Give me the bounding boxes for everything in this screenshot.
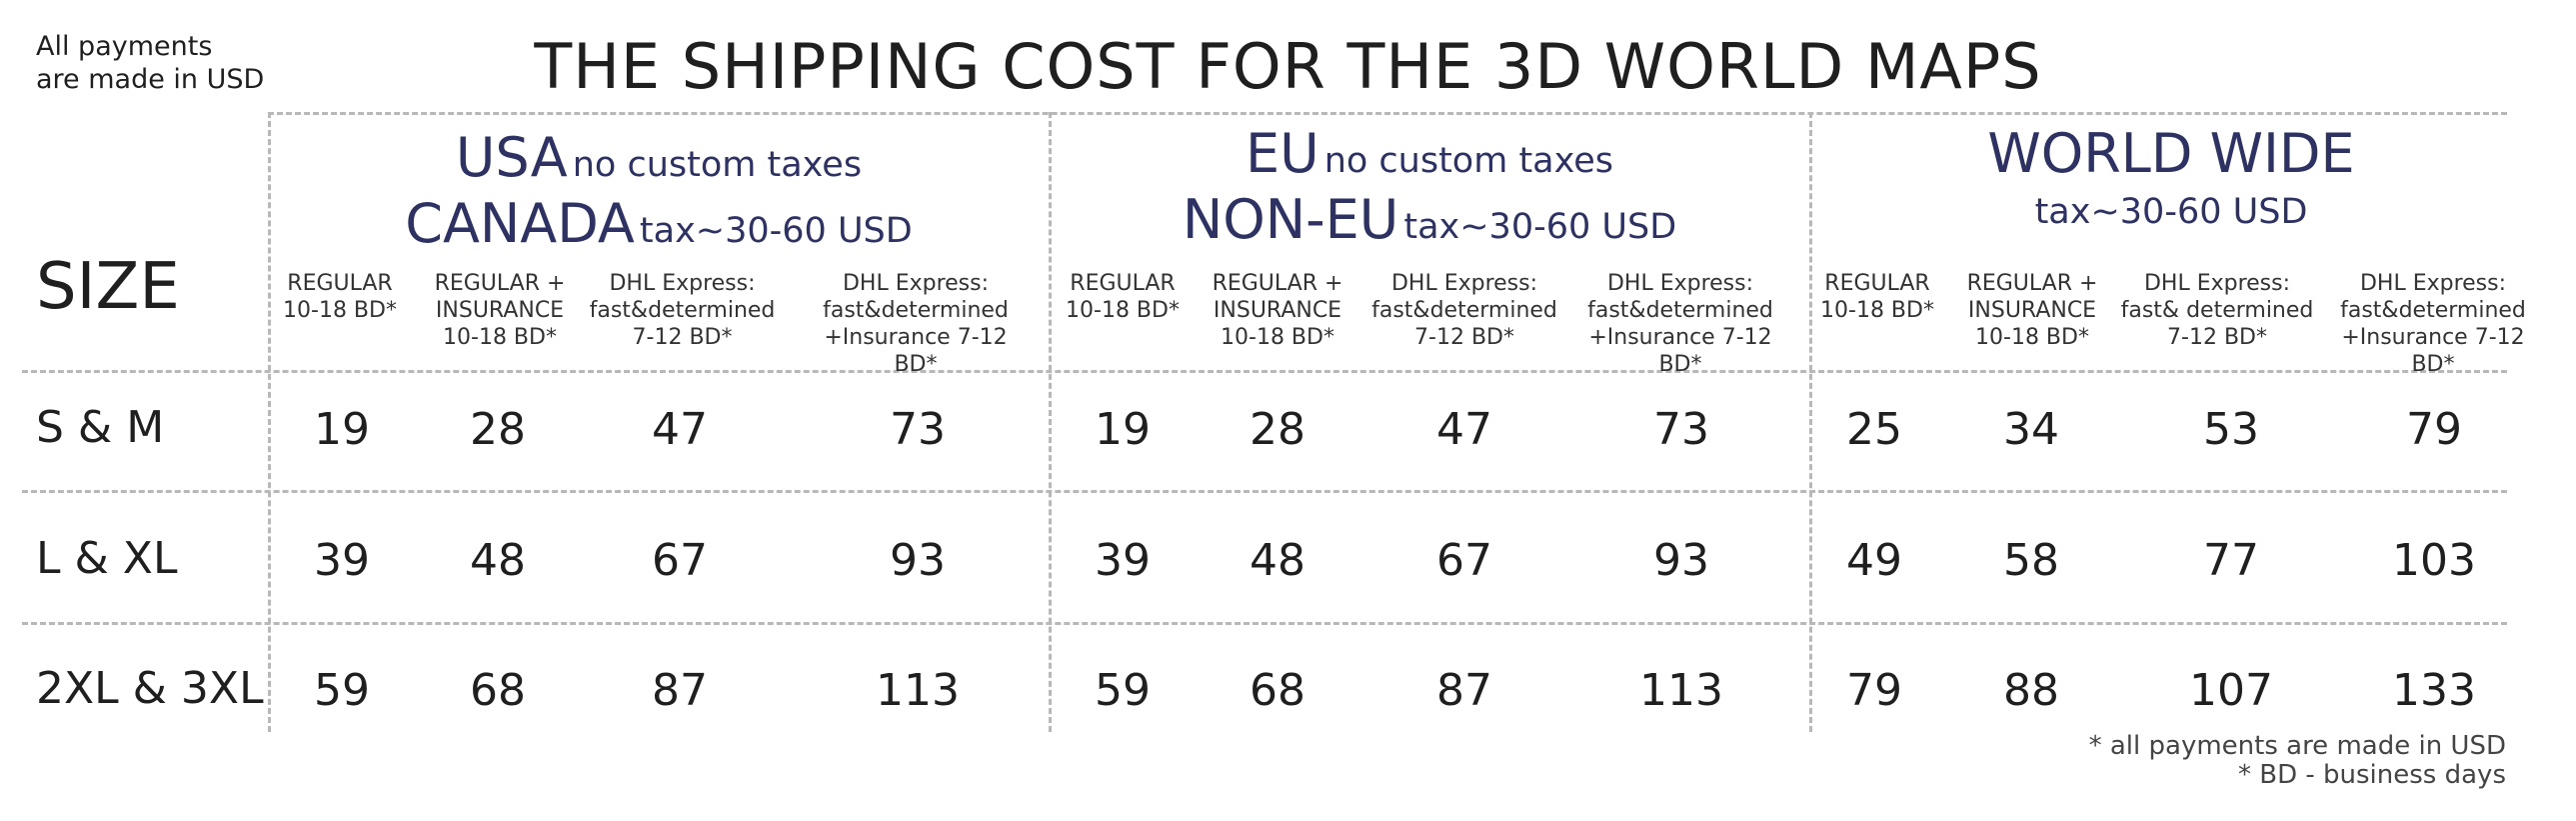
region-canada-line: CANADA tax~30-60 USD [270,192,1048,258]
region-eu-line: EU no custom taxes [1051,122,1808,188]
col-eu-regular-insurance: REGULAR + INSURANCE 10-18 BD* [1212,271,1343,350]
col-usa-regular: REGULAR 10-18 BD* [283,271,397,323]
region-eu-noneu: EU no custom taxes NON-EU tax~30-60 USD [1051,122,1808,254]
price-cell: 88 [2003,665,2059,716]
price-cell: 58 [2003,535,2059,586]
row-size-s-m: S & M [36,402,165,453]
page-title: THE SHIPPING COST FOR THE 3D WORLD MAPS [0,30,2576,103]
row-size-2xl-3xl: 2XL & 3XL [36,663,264,714]
region-ww-tax-line: tax~30-60 USD [1811,192,2531,252]
region-usa-tax: no custom taxes [572,145,863,185]
header-divider [22,370,2507,373]
payment-note: All payments are made in USD [36,30,264,96]
row-size-l-xl: L & XL [36,533,178,584]
col-ww-dhl: DHL Express: fast& determined 7-12 BD* [2120,271,2314,350]
region-noneu-tax: tax~30-60 USD [1403,207,1677,247]
payment-note-line1: All payments [36,31,213,62]
price-cell: 93 [1653,535,1709,586]
col-eu-dhl-insurance: DHL Express: fast&determined +Insurance 7-… [1587,271,1773,377]
region-usa-label: USA [455,126,568,189]
price-cell: 34 [2003,404,2059,455]
region-eu-label: EU [1245,122,1319,185]
region-noneu-line: NON-EU tax~30-60 USD [1051,188,1808,254]
price-cell: 113 [1639,665,1723,716]
top-border [268,112,2507,115]
region-usa-line: USA no custom taxes [270,126,1048,192]
price-cell: 59 [1095,665,1151,716]
region-usa-canada: USA no custom taxes CANADA tax~30-60 USD [270,126,1048,258]
price-cell: 68 [1250,665,1305,716]
price-cell: 67 [1436,535,1492,586]
price-cell: 103 [2392,535,2476,586]
price-cell: 48 [470,535,526,586]
footnotes: * all payments are made in USD * BD - bu… [2089,732,2506,790]
price-cell: 73 [1653,404,1709,455]
price-cell: 49 [1846,535,1902,586]
row-divider-1 [22,490,2507,493]
price-cell: 87 [1436,665,1492,716]
price-cell: 73 [890,404,946,455]
region-world-wide: WORLD WIDE tax~30-60 USD [1811,122,2531,252]
size-column-divider [268,112,271,732]
col-ww-dhl-insurance: DHL Express: fast&determined +Insurance 7-… [2340,271,2526,377]
size-header: SIZE [36,250,180,324]
col-eu-dhl: DHL Express: fast&determined 7-12 BD* [1371,271,1557,350]
col-ww-regular-insurance: REGULAR + INSURANCE 10-18 BD* [1966,271,2098,350]
price-cell: 28 [470,404,526,455]
price-cell: 93 [890,535,946,586]
price-cell: 39 [314,535,370,586]
region-noneu-label: NON-EU [1182,188,1399,251]
col-eu-regular: REGULAR 10-18 BD* [1066,271,1180,323]
col-usa-regular-insurance: REGULAR + INSURANCE 10-18 BD* [434,271,566,350]
region-ww-label: WORLD WIDE [1987,122,2355,185]
region-canada-label: CANADA [405,192,635,255]
price-cell: 48 [1250,535,1305,586]
price-cell: 133 [2392,665,2476,716]
price-cell: 47 [1436,404,1492,455]
price-cell: 87 [652,665,708,716]
price-cell: 19 [1095,404,1151,455]
payment-note-line2: are made in USD [36,64,265,95]
price-cell: 19 [314,404,370,455]
price-cell: 39 [1095,535,1151,586]
usa-eu-divider [1049,112,1052,732]
price-cell: 79 [2406,404,2462,455]
footnote-usd: * all payments are made in USD [2088,731,2506,761]
price-cell: 25 [1846,404,1902,455]
region-canada-tax: tax~30-60 USD [639,211,913,251]
price-cell: 113 [876,665,960,716]
col-ww-regular: REGULAR 10-18 BD* [1820,271,1934,323]
region-eu-tax: no custom taxes [1323,141,1614,181]
price-cell: 59 [314,665,370,716]
col-usa-dhl: DHL Express: fast&determined 7-12 BD* [589,271,776,350]
region-ww-tax: tax~30-60 USD [2034,192,2308,232]
price-cell: 28 [1250,404,1305,455]
price-cell: 67 [652,535,708,586]
price-cell: 77 [2203,535,2259,586]
price-cell: 53 [2203,404,2259,455]
page-title-text: THE SHIPPING COST FOR THE 3D WORLD MAPS [534,30,2042,103]
eu-ww-divider [1809,112,1812,732]
region-ww-line: WORLD WIDE [1811,122,2531,192]
price-cell: 68 [470,665,526,716]
footnote-bd: * BD - business days [2238,760,2506,790]
price-cell: 47 [652,404,708,455]
price-cell: 79 [1846,665,1902,716]
col-usa-dhl-insurance: DHL Express: fast&determined +Insurance 7-… [823,271,1009,377]
price-cell: 107 [2189,665,2273,716]
row-divider-2 [22,622,2507,625]
